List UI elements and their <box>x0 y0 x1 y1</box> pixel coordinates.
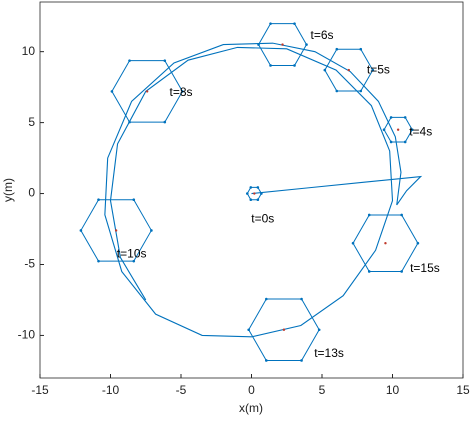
agent <box>260 192 263 195</box>
agent <box>128 59 131 62</box>
agent <box>359 89 363 93</box>
agent <box>323 68 327 72</box>
agent <box>256 198 260 201</box>
agent <box>150 229 153 232</box>
agent <box>371 68 375 72</box>
annotation: t=13s <box>314 346 344 360</box>
agent <box>128 120 131 124</box>
annotation: t=5s <box>367 62 390 76</box>
agent <box>410 128 414 131</box>
agent <box>249 186 253 189</box>
x-tick-label: -10 <box>102 383 120 397</box>
agent <box>181 90 184 93</box>
agent <box>400 213 403 217</box>
agent <box>293 22 296 25</box>
agent <box>367 270 371 273</box>
x-tick-label: -5 <box>176 383 187 397</box>
trajectory <box>104 42 423 338</box>
x-axis-label: x(m) <box>239 401 263 415</box>
agent <box>335 89 339 93</box>
agent <box>305 43 308 46</box>
agent <box>389 116 393 119</box>
agent <box>300 297 303 301</box>
y-axis-label: y(m) <box>1 178 15 202</box>
agent <box>265 359 268 362</box>
agent <box>367 213 371 217</box>
agent <box>163 59 167 62</box>
agent <box>400 270 403 273</box>
agent <box>163 120 167 124</box>
agent <box>257 43 260 46</box>
agent <box>335 47 339 51</box>
formation-center <box>282 328 286 331</box>
formation-center <box>347 68 350 72</box>
agent <box>389 140 393 144</box>
annotation: t=15s <box>410 261 440 275</box>
agent <box>300 359 303 362</box>
formation-center <box>145 90 149 93</box>
y-tick-label: -10 <box>18 328 36 342</box>
y-tick-label: 0 <box>28 186 35 200</box>
x-tick-label: 5 <box>319 383 326 397</box>
agent <box>97 259 100 263</box>
agent <box>265 297 268 301</box>
x-tick-label: -15 <box>31 383 49 397</box>
formation-center <box>253 192 256 195</box>
x-tick-label: 15 <box>456 383 470 397</box>
annotation: t=0s <box>251 211 274 225</box>
agent <box>269 64 272 67</box>
annotation: t=4s <box>409 125 432 139</box>
formation-center <box>396 128 400 131</box>
annotation: t=8s <box>169 85 192 99</box>
annotation: t=10s <box>117 247 147 261</box>
agent <box>132 259 136 263</box>
agent <box>403 116 407 119</box>
agent <box>245 192 249 195</box>
x-tick-label: 0 <box>248 383 255 397</box>
agent <box>359 47 363 51</box>
y-tick-label: 10 <box>22 44 36 58</box>
agent <box>132 198 136 202</box>
agent <box>351 241 355 245</box>
formation-center <box>281 43 284 46</box>
y-tick-label: 5 <box>28 115 35 129</box>
y-tick-label: -5 <box>24 257 35 271</box>
agent <box>97 198 100 202</box>
annotation: t=6s <box>310 28 333 42</box>
agent <box>293 64 296 67</box>
axes-box <box>39 1 464 379</box>
formation-center <box>114 229 118 232</box>
agent <box>256 186 260 189</box>
agent <box>110 90 114 93</box>
x-tick-label: 10 <box>386 383 400 397</box>
agent <box>79 229 83 232</box>
agent <box>247 328 250 332</box>
agent <box>416 241 420 245</box>
agent <box>403 140 407 144</box>
agent <box>382 128 386 131</box>
agent <box>269 22 272 25</box>
agent <box>249 198 253 201</box>
agent <box>317 328 321 332</box>
formation-center <box>384 242 387 245</box>
